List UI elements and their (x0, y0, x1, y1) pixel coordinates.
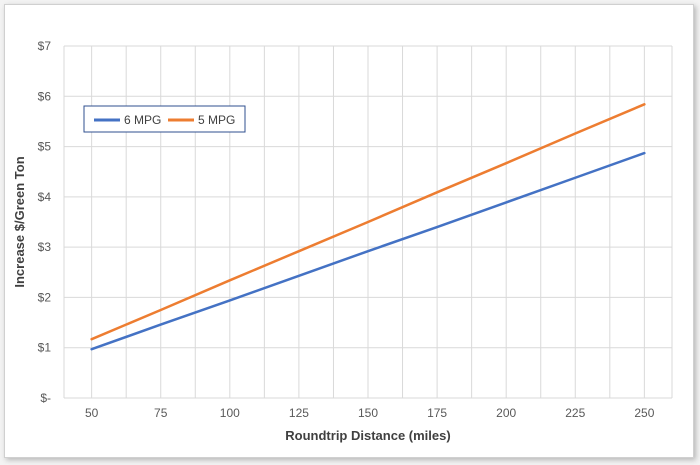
y-tick-label: $3 (38, 240, 52, 254)
series-line-6-mpg (90, 151, 646, 351)
x-tick-label: 200 (496, 406, 516, 420)
x-tick-label: 250 (634, 406, 654, 420)
x-tick-label: 175 (427, 406, 447, 420)
x-tick-label: 100 (220, 406, 240, 420)
gridlines (63, 45, 673, 399)
x-tick-label: 125 (289, 406, 309, 420)
y-tick-label: $1 (38, 341, 52, 355)
series-lines (90, 103, 646, 351)
y-tick-label: $4 (38, 190, 52, 204)
y-tick-label: $7 (38, 39, 52, 53)
x-tick-label: 225 (565, 406, 585, 420)
x-tick-label: 50 (85, 406, 99, 420)
legend-label-6-mpg: 6 MPG (124, 113, 161, 127)
y-tick-label: $6 (38, 89, 52, 103)
legend: 6 MPG 5 MPG (83, 105, 246, 133)
y-tick-label: $2 (38, 290, 52, 304)
x-axis-title: Roundtrip Distance (miles) (285, 428, 450, 443)
series-line-5-mpg (90, 103, 646, 341)
x-axis-ticks: 50 75 100 125 150 175 200 225 250 (85, 406, 655, 420)
y-tick-label: $5 (38, 140, 52, 154)
x-tick-label: 150 (358, 406, 378, 420)
y-tick-label: $- (40, 391, 51, 405)
x-tick-label: 75 (154, 406, 168, 420)
y-axis-title: Increase $/Green Ton (12, 156, 27, 287)
legend-label-5-mpg: 5 MPG (198, 113, 235, 127)
y-axis-ticks: $- $1 $2 $3 $4 $5 $6 $7 (38, 39, 52, 405)
